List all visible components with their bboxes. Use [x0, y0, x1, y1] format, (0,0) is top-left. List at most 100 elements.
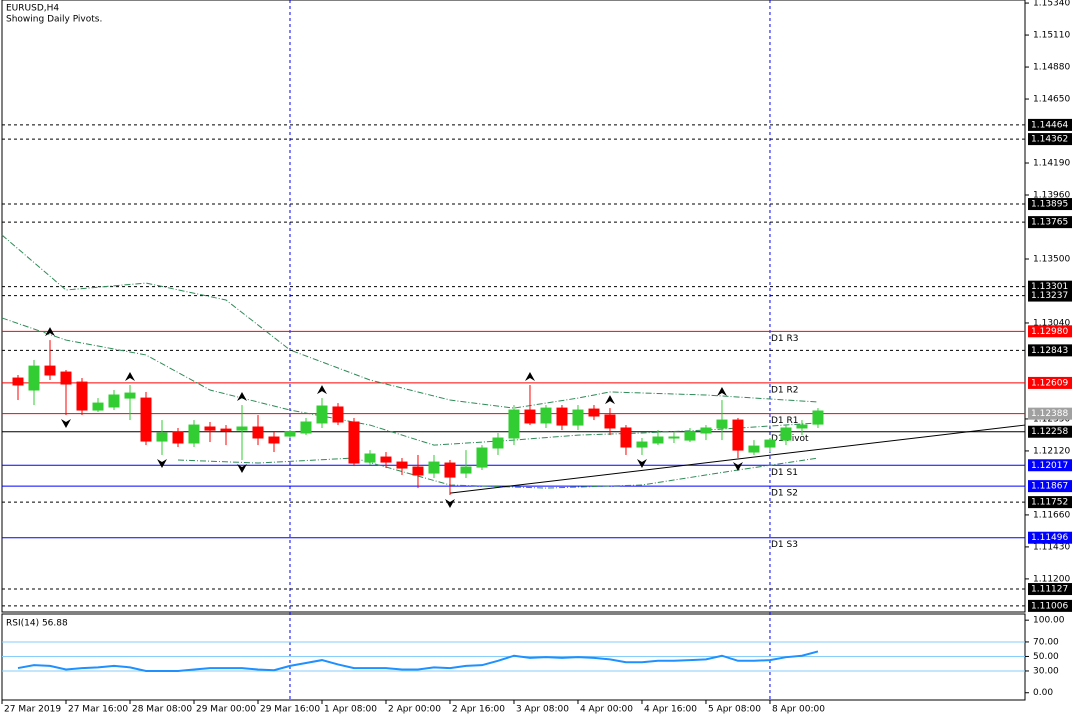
candle-body — [812, 410, 824, 425]
level-label: 1.11006 — [1031, 601, 1068, 611]
y-tick-label: 1.14880 — [1033, 63, 1070, 73]
level-label: 1.13765 — [1031, 218, 1068, 228]
y-tick-label: 1.13040 — [1033, 318, 1070, 328]
fractal-up — [236, 392, 247, 402]
candle-body — [796, 424, 808, 429]
y-tick-label: 1.15110 — [1033, 31, 1070, 41]
fractal-up — [604, 395, 615, 405]
level-box — [1028, 583, 1072, 596]
level-box — [1028, 198, 1072, 211]
pivot-name: D1 R2 — [771, 385, 799, 395]
candle-body — [60, 371, 72, 385]
candle-body — [236, 426, 248, 431]
x-tick-label: 27 Mar 16:00 — [68, 705, 128, 715]
rsi-panel — [1, 613, 1026, 701]
x-tick-label: 29 Mar 16:00 — [260, 705, 320, 715]
candle-body — [396, 461, 408, 469]
candle-body — [540, 407, 552, 424]
envelope-line — [1, 317, 818, 446]
candle-body — [268, 436, 280, 444]
level-box — [1028, 599, 1072, 612]
fractal-up — [716, 387, 727, 397]
y-tick-label: 1.13960 — [1033, 191, 1070, 201]
rsi-title: RSI(14) 56.88 — [6, 619, 68, 629]
candle-body — [668, 436, 680, 439]
level-box — [1028, 118, 1072, 131]
rsi-tick-label: 0.00 — [1033, 688, 1053, 698]
level-label: 1.12258 — [1031, 427, 1068, 437]
y-tick-label: 1.11200 — [1033, 574, 1070, 584]
level-label: 1.14362 — [1031, 135, 1068, 145]
level-label: 1.12980 — [1031, 327, 1068, 337]
level-box — [1028, 407, 1072, 420]
candle-body — [684, 431, 696, 441]
level-box — [1028, 289, 1072, 302]
rsi-tick-label: 30.00 — [1033, 666, 1059, 676]
candle-body — [380, 456, 392, 463]
x-tick-label: 28 Mar 08:00 — [132, 705, 192, 715]
level-box — [1028, 531, 1072, 544]
candle-body — [300, 421, 312, 434]
x-tick-label: 2 Apr 00:00 — [388, 705, 441, 715]
level-label: 1.14464 — [1031, 120, 1068, 130]
level-label: 1.11752 — [1031, 498, 1068, 508]
x-tick-label: 2 Apr 16:00 — [452, 705, 505, 715]
level-box — [1028, 216, 1072, 229]
fractal-down — [444, 499, 455, 509]
candle-body — [364, 453, 376, 463]
candle-body — [588, 408, 600, 417]
level-box — [1028, 425, 1072, 438]
fractal-up — [124, 372, 135, 382]
level-label: 1.12388 — [1031, 409, 1068, 419]
x-tick-label: 8 Apr 00:00 — [772, 705, 825, 715]
candle-body — [620, 427, 632, 448]
fractal-up — [44, 327, 55, 337]
candle-body — [172, 431, 184, 444]
y-tick-label: 1.11660 — [1033, 510, 1070, 520]
pivot-name: D1 S2 — [771, 489, 798, 499]
x-tick-label: 4 Apr 16:00 — [644, 705, 697, 715]
level-label: 1.13237 — [1031, 291, 1068, 301]
candle-body — [28, 365, 40, 391]
candle-body — [764, 439, 776, 448]
candle-body — [508, 409, 520, 439]
candle-body — [748, 445, 760, 453]
level-label: 1.11496 — [1031, 533, 1068, 543]
candle-body — [492, 437, 504, 449]
x-tick-label: 1 Apr 08:00 — [324, 705, 377, 715]
rsi-tick-label: 70.00 — [1033, 637, 1059, 647]
fractal-up — [524, 372, 535, 382]
fractal-up — [316, 385, 327, 395]
pivot-name: D1 S3 — [771, 540, 798, 550]
rsi-tick-label: 50.00 — [1033, 652, 1059, 662]
candle-body — [108, 394, 120, 408]
candle-body — [204, 426, 216, 431]
fractal-down — [60, 419, 71, 429]
candle-body — [220, 428, 232, 432]
level-label: 1.13301 — [1031, 282, 1068, 292]
y-tick-label: 1.13500 — [1033, 254, 1070, 264]
candle-body — [140, 397, 152, 442]
candle-body — [92, 402, 104, 411]
candle-body — [652, 436, 664, 444]
candle-body — [572, 409, 584, 426]
x-tick-label: 5 Apr 08:00 — [708, 705, 761, 715]
level-label: 1.12609 — [1031, 378, 1068, 388]
candle-body — [12, 377, 24, 386]
y-tick-label: 1.15340 — [1033, 0, 1070, 9]
level-box — [1028, 133, 1072, 146]
pivot-name: D1 S1 — [771, 468, 798, 478]
level-label: 1.12017 — [1031, 461, 1068, 471]
candle-body — [428, 461, 440, 474]
rsi-tick-label: 100.00 — [1033, 616, 1065, 626]
candle-body — [780, 427, 792, 441]
y-tick-label: 1.11430 — [1033, 542, 1070, 552]
fractal-down — [156, 458, 167, 468]
candle-body — [460, 466, 472, 474]
candle-body — [524, 409, 536, 424]
candle-body — [44, 365, 56, 376]
envelope-line — [1, 234, 818, 409]
level-box — [1028, 459, 1072, 472]
y-tick-label: 1.14650 — [1033, 95, 1070, 105]
